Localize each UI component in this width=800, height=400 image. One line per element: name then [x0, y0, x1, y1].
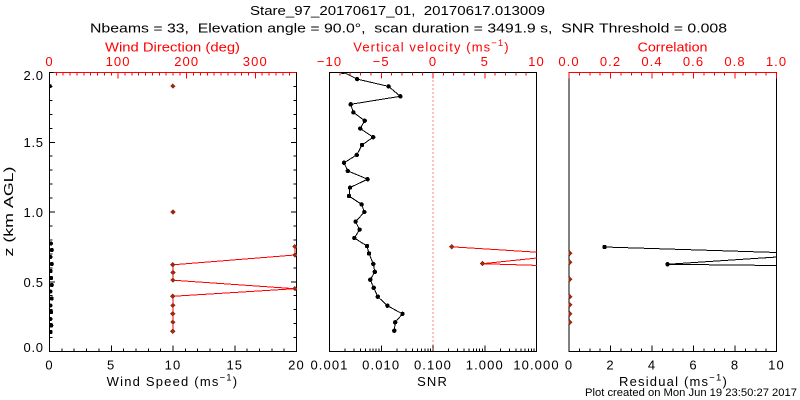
svg-text:−5: −5 [373, 54, 390, 69]
svg-text:0.4: 0.4 [641, 54, 662, 69]
svg-text:1.000: 1.000 [466, 358, 504, 373]
svg-text:2: 2 [606, 358, 614, 373]
svg-text:1.0: 1.0 [23, 205, 43, 220]
svg-text:0.100: 0.100 [414, 358, 452, 373]
svg-text:200: 200 [174, 54, 199, 69]
svg-text:0.001: 0.001 [310, 358, 348, 373]
svg-text:z (km AGL): z (km AGL) [1, 167, 16, 257]
svg-text:6: 6 [689, 358, 697, 373]
svg-text:15: 15 [226, 358, 243, 373]
svg-text:20: 20 [288, 358, 305, 373]
svg-text:Stare_97_20170617_01, 2017061: Stare_97_20170617_01, 20170617.013009 [250, 3, 545, 18]
svg-text:0.8: 0.8 [724, 54, 745, 69]
svg-text:10: 10 [165, 358, 182, 373]
svg-text:Correlation: Correlation [638, 40, 708, 55]
svg-text:0: 0 [429, 54, 437, 69]
svg-text:0.0: 0.0 [558, 54, 579, 69]
svg-text:Residual (ms−1): Residual (ms−1) [619, 373, 728, 390]
svg-text:10.000: 10.000 [513, 358, 559, 373]
svg-text:Plot created on Mon Jun 19 23:: Plot created on Mon Jun 19 23:50:27 2017 [585, 387, 797, 399]
svg-text:Wind Speed (ms−1): Wind Speed (ms−1) [107, 373, 239, 390]
svg-text:4: 4 [648, 358, 656, 373]
svg-text:Vertical velocity (ms−1): Vertical velocity (ms−1) [353, 38, 509, 55]
svg-text:0.5: 0.5 [23, 275, 43, 290]
svg-text:0.010: 0.010 [362, 358, 400, 373]
svg-text:1.0: 1.0 [766, 54, 787, 69]
svg-text:0: 0 [565, 358, 573, 373]
svg-text:10: 10 [528, 54, 545, 69]
svg-text:300: 300 [243, 54, 268, 69]
svg-text:0.2: 0.2 [600, 54, 621, 69]
svg-text:0.0: 0.0 [23, 340, 43, 355]
svg-text:Nbeams = 33, Elevation angle: Nbeams = 33, Elevation angle = 90.0°, sc… [90, 21, 727, 36]
svg-text:5: 5 [481, 54, 489, 69]
svg-text:2.0: 2.0 [23, 68, 43, 83]
svg-text:1.5: 1.5 [23, 135, 43, 150]
svg-text:0: 0 [45, 54, 53, 69]
svg-text:SNR: SNR [417, 374, 448, 389]
svg-text:0.6: 0.6 [683, 54, 704, 69]
svg-text:100: 100 [106, 54, 131, 69]
svg-text:Wind Direction (deg): Wind Direction (deg) [105, 40, 240, 55]
svg-text:0: 0 [45, 358, 53, 373]
svg-text:8: 8 [731, 358, 739, 373]
svg-text:5: 5 [107, 358, 115, 373]
svg-text:−10: −10 [317, 54, 342, 69]
svg-text:10: 10 [768, 358, 785, 373]
